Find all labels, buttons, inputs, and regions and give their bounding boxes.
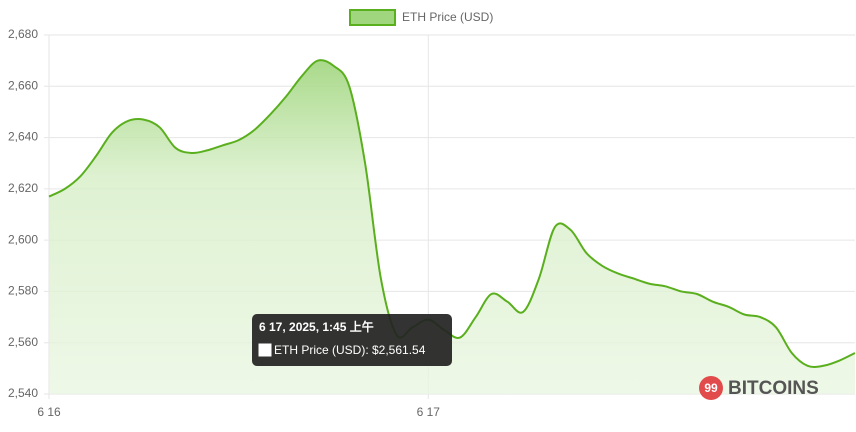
x-tick-label: 6 16 (37, 405, 61, 419)
tooltip-box (252, 314, 452, 366)
tooltip-title: 6 17, 2025, 1:45 上午 (259, 319, 374, 334)
watermark-logo: 99 (704, 381, 718, 395)
tooltip-body: ETH Price (USD): $2,561.54 (274, 343, 426, 357)
y-tick-label: 2,560 (8, 335, 38, 349)
watermark-logo-bg (699, 376, 723, 400)
x-tick-label: 6 17 (417, 405, 441, 419)
watermark: 99 BITCOINS (699, 376, 819, 400)
area (49, 60, 855, 394)
tooltip-swatch (258, 343, 272, 357)
y-tick-label: 2,580 (8, 284, 38, 298)
y-tick-label: 2,660 (8, 78, 38, 92)
watermark-text: BITCOINS (728, 378, 819, 399)
y-tick-label: 2,600 (8, 232, 38, 246)
legend: ETH Price (USD) (349, 9, 493, 26)
y-tick-label: 2,680 (8, 27, 38, 41)
y-tick-label: 2,640 (8, 130, 38, 144)
legend-label: ETH Price (USD) (402, 10, 493, 24)
legend-swatch (349, 9, 396, 26)
tooltip: 6 17, 2025, 1:45 上午 ETH Price (USD): $2,… (252, 314, 452, 366)
y-tick-label: 2,620 (8, 181, 38, 195)
y-tick-label: 2,540 (8, 386, 38, 400)
